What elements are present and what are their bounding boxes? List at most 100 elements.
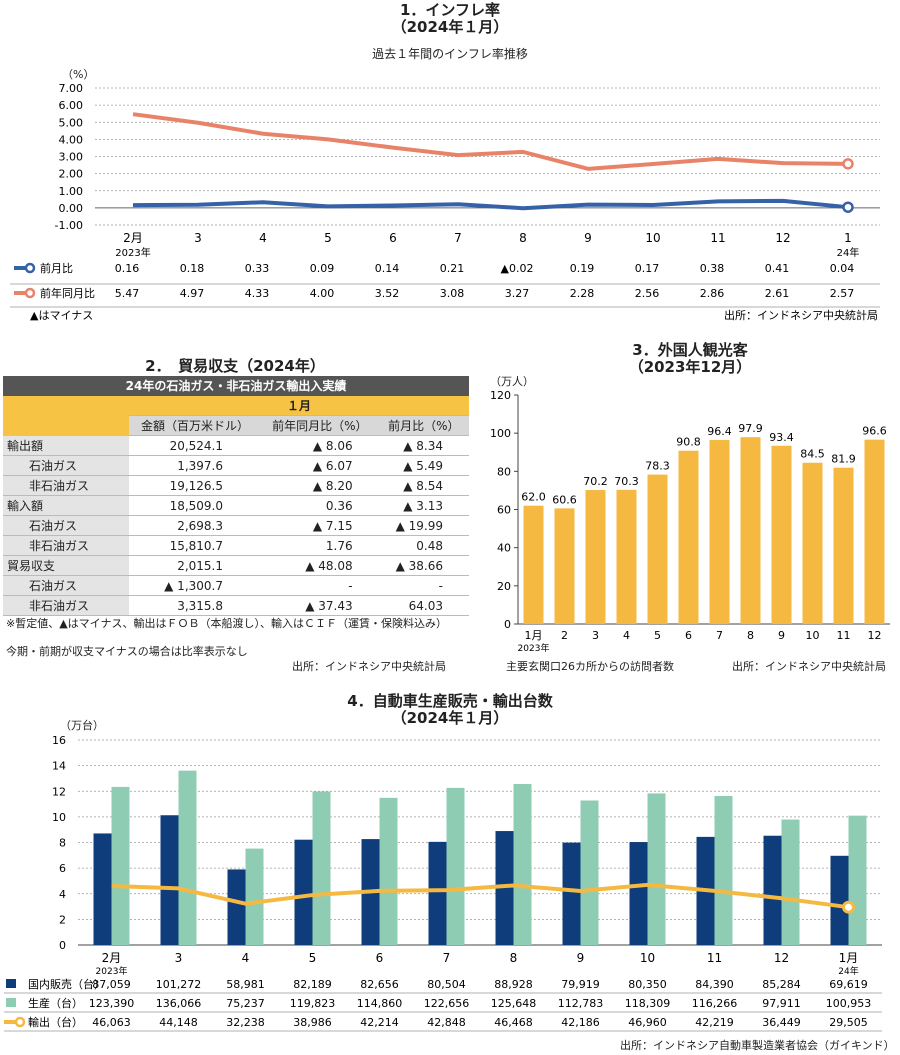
x-tick-label: 10 (645, 231, 660, 245)
auto-title: 4．自動車生産販売・輸出台数 (347, 692, 553, 710)
data-label: 114,860 (357, 997, 403, 1010)
x-tick-label: 7 (716, 629, 723, 642)
series-line (132, 198, 849, 211)
amount-cell: ▲ 1,300.7 (129, 575, 261, 596)
y-tick-label: 60 (497, 504, 511, 517)
x-tick-label: 10 (640, 951, 655, 965)
y-tick-label: 120 (490, 389, 511, 402)
data-label: 3.08 (440, 287, 465, 300)
row-label: 輸出額 (3, 435, 129, 456)
x-year-label: 24年 (838, 965, 858, 977)
y-tick-label: 20 (497, 580, 511, 593)
row-label: 石油ガス (3, 455, 129, 476)
inflation-source: 出所：インドネシア中央統計局 (724, 308, 878, 322)
bar-domestic (93, 833, 112, 945)
tourist-title: 3．外国人観光客 (632, 341, 748, 359)
auto-subtitle: （2024年１月） (391, 709, 509, 727)
amount-cell: 18,509.0 (129, 495, 261, 516)
amount-cell: 19,126.5 (129, 475, 261, 496)
data-label: 0.04 (830, 262, 855, 275)
legend-label: 輸出（台） (28, 1015, 83, 1029)
bar-production (513, 784, 532, 945)
x-tick-label: 2月 (123, 231, 143, 245)
row-label: 非石油ガス (3, 535, 129, 556)
bar-production (446, 787, 465, 945)
trade-note-2: 今期・前期が収支マイナスの場合は比率表示なし (6, 645, 248, 658)
bar (709, 440, 730, 624)
y-tick-label: 16 (52, 734, 66, 747)
y-tick-label: 2.00 (59, 168, 84, 181)
data-label: 82,189 (293, 978, 332, 991)
x-tick-label: 1月 (839, 951, 859, 965)
inflation-title: 1．インフレ率 (400, 1, 500, 19)
amount-cell: 3,315.8 (129, 595, 261, 616)
legend-swatch (6, 998, 16, 1007)
yoy-cell: ▲ 7.15 (261, 515, 379, 536)
table-row: 石油ガス 2,698.3 ▲ 7.15 ▲ 19.99 (3, 515, 469, 536)
trade-table: １月 金額（百万米ドル） 前年同月比（%） 前月比（%） 輸出額 20,524.1 ▲ … (3, 396, 469, 616)
bar-production (379, 797, 398, 945)
bar-value-label: 96.4 (707, 425, 732, 438)
column-header-row: 金額（百万米ドル） 前年同月比（%） 前月比（%） (3, 415, 469, 436)
x-tick-label: 4 (259, 231, 267, 245)
data-label: 0.21 (440, 262, 465, 275)
trade-note-1: ※暫定値、▲はマイナス、輸出はＦＯＢ（本船渡し）、輸入はＣＩＦ（運賃・保険料込み… (6, 617, 447, 630)
data-label: 0.19 (570, 262, 595, 275)
data-label: 2.57 (830, 287, 855, 300)
mom-cell: ▲ 5.49 (378, 455, 469, 476)
minus-note: ▲はマイナス (30, 309, 93, 322)
x-tick-label: 2 (561, 629, 568, 642)
x-year-label: 2023年 (518, 642, 550, 654)
inflation-subtitle: （2024年１月） (391, 18, 509, 36)
y-tick-label: 12 (52, 785, 66, 798)
bar-value-label: 90.8 (676, 436, 701, 449)
bar (585, 490, 606, 624)
bar-value-label: 78.3 (645, 460, 670, 473)
legend-label: 前月比 (40, 261, 73, 275)
y-tick-label: 100 (490, 427, 511, 440)
row-label: 非石油ガス (3, 475, 129, 496)
x-tick-label: 4 (242, 951, 250, 965)
x-tick-label: 1月 (525, 629, 543, 642)
bar (833, 467, 854, 624)
data-label: 88,928 (494, 978, 533, 991)
y-tick-label: 0.00 (59, 202, 84, 215)
y-tick-label: 4.00 (59, 133, 84, 146)
bar-production (245, 848, 264, 945)
bar-value-label: 81.9 (831, 453, 856, 466)
bar-production (781, 819, 800, 945)
trade-title: 2． 貿易収支（2024年） (145, 357, 325, 375)
export-line (111, 882, 849, 910)
x-tick-label: 4 (623, 629, 630, 642)
bar-domestic (629, 842, 648, 945)
y-tick-label: 10 (52, 811, 66, 824)
x-tick-label: 11 (837, 629, 851, 642)
x-tick-label: 6 (685, 629, 692, 642)
x-tick-label: 6 (389, 231, 397, 245)
column-header: 前月比（%） (378, 415, 469, 436)
bar-value-label: 70.2 (583, 475, 608, 488)
bar-value-label: 62.0 (521, 491, 546, 504)
series-end-marker (842, 158, 854, 170)
table-row: 石油ガス ▲ 1,300.7- - (3, 575, 469, 596)
data-label: 75,237 (226, 997, 265, 1010)
data-label: 0.38 (700, 262, 725, 275)
data-label: 0.14 (375, 262, 400, 275)
x-tick-label: 2月 (102, 951, 122, 965)
table-row: 貿易収支 2,015.1 ▲ 48.08 ▲ 38.66 (3, 555, 469, 576)
bar (554, 508, 575, 624)
x-tick-label: 11 (707, 951, 722, 965)
data-label: 42,214 (360, 1016, 399, 1029)
legend-label: 前年同月比 (40, 286, 95, 300)
inflation-unit: （%） (62, 68, 95, 81)
mom-cell: ▲ 8.54 (378, 475, 469, 496)
data-label: 32,238 (226, 1016, 265, 1029)
inflation-caption: 過去１年間のインフレ率推移 (372, 47, 528, 61)
data-label: 0.18 (180, 262, 205, 275)
data-label: 87,059 (92, 978, 131, 991)
x-tick-label: 9 (577, 951, 585, 965)
data-label: 136,066 (156, 997, 202, 1010)
tourist-note: 主要玄関口26カ所からの訪問者数 (506, 660, 674, 673)
data-label: 0.09 (310, 262, 335, 275)
